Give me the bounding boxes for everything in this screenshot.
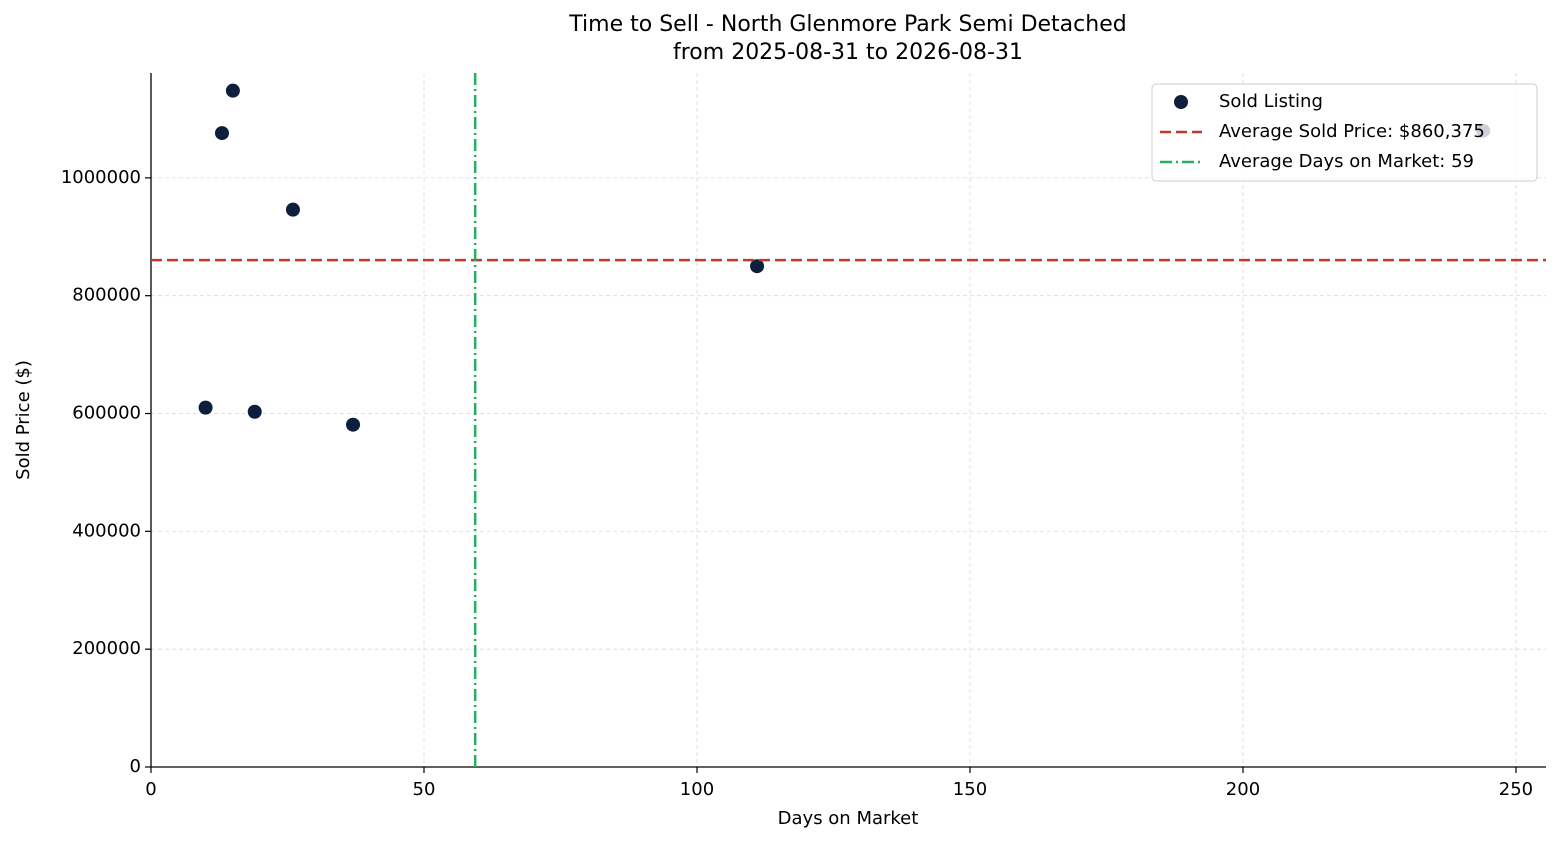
x-tick-label: 250 [1499,779,1533,800]
point [214,126,229,141]
x-tick-label: 200 [1226,779,1260,800]
x-tick-label: 0 [145,779,156,800]
x-tick-label: 100 [680,779,714,800]
point [750,259,765,274]
chart-subtitle: from 2025-08-31 to 2026-08-31 [673,40,1023,65]
point [285,202,300,217]
y-axis-label: Sold Price ($) [13,360,34,480]
legend-label: Sold Listing [1219,91,1323,112]
y-tick-label: 600000 [72,403,141,424]
x-tick-label: 150 [953,779,987,800]
x-axis-label: Days on Market [778,808,919,829]
y-tick-label: 1000000 [61,167,141,188]
legend-box [1151,83,1538,182]
y-tick-label: 200000 [72,638,141,659]
chart-title: Time to Sell - North Glenmore Park Semi … [568,12,1126,37]
legend-label: Average Days on Market: 59 [1219,151,1474,172]
legend-label: Average Sold Price: $860,375 [1219,121,1485,142]
point [247,404,262,419]
point [346,417,361,432]
y-tick-label: 800000 [72,285,141,306]
point [225,83,240,98]
legend-marker [1174,95,1188,109]
y-tick-label: 0 [130,756,141,777]
x-tick-label: 50 [413,779,436,800]
point [198,400,213,415]
y-tick-label: 400000 [72,520,141,541]
